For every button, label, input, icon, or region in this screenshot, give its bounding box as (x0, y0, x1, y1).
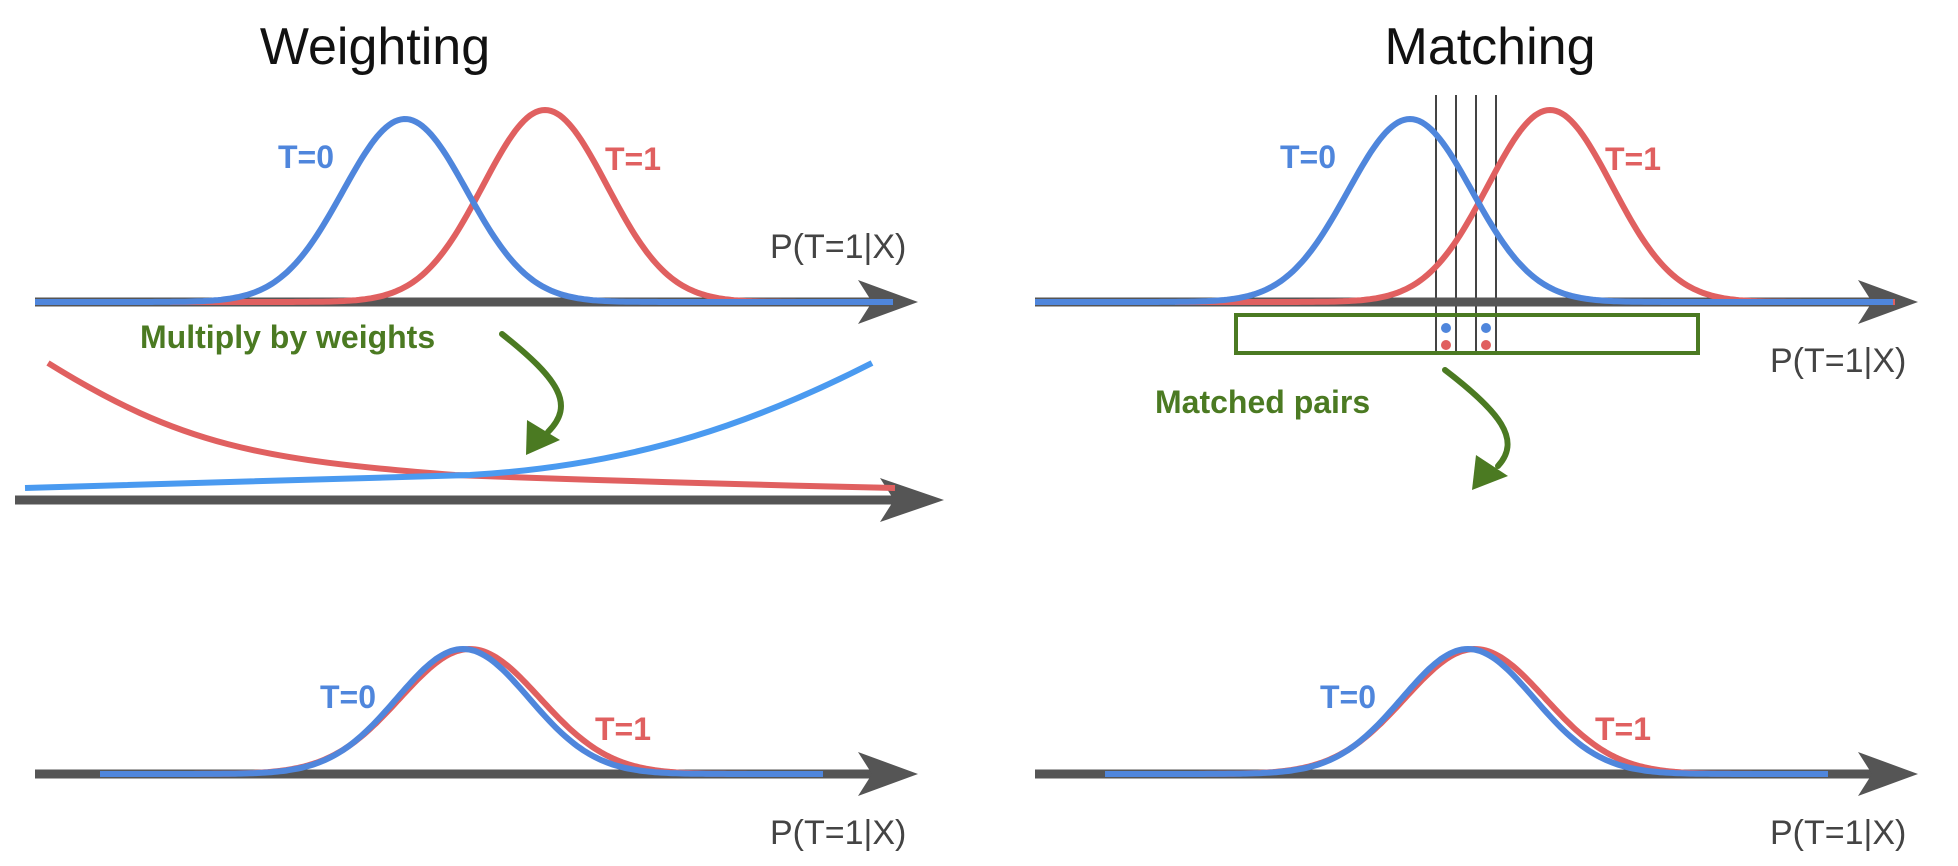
matching-bottom-t0-label: T=0 (1320, 679, 1376, 715)
curved-arrow-icon (499, 331, 564, 455)
weighting-panel: Weighting T=0 T=1 P(T=1|X) Multiply by w… (15, 18, 944, 852)
matching-top-axis-label: P(T=1|X) (1770, 342, 1906, 380)
weighting-top-axis-label: P(T=1|X) (770, 228, 906, 266)
matched-pairs-box (1234, 313, 1700, 355)
weighting-top-t0-curve (35, 115, 893, 305)
matching-top-t1-label: T=1 (1605, 141, 1661, 177)
weighting-bottom-t1-label: T=1 (595, 711, 651, 747)
weighting-bottom-t0-curve (100, 645, 823, 777)
matching-panel: Matching T=0 T=1 P(T=1|X) Matched pairs (1035, 18, 1918, 852)
weighting-bottom-t1-curve (100, 645, 823, 777)
weighting-bottom-axis-arrowhead (858, 752, 918, 796)
matched-dot-t1 (1441, 340, 1451, 350)
matching-annotation: Matched pairs (1155, 384, 1370, 420)
matching-bottom-t1-label: T=1 (1595, 711, 1651, 747)
matching-top-t0-curve (1035, 115, 1893, 305)
weighting-bottom-axis-label: P(T=1|X) (770, 814, 906, 852)
matching-title: Matching (1385, 18, 1596, 76)
matched-dot-t0 (1481, 323, 1491, 333)
matching-bottom-axis-label: P(T=1|X) (1770, 814, 1906, 852)
weighting-bottom-t0-label: T=0 (320, 679, 376, 715)
matched-dot-t0 (1441, 323, 1451, 333)
weighting-annotation: Multiply by weights (140, 319, 435, 355)
curved-arrow-icon (1442, 367, 1511, 490)
weighting-title: Weighting (260, 18, 490, 76)
matched-pair-dots (1441, 323, 1491, 350)
weighting-top-t1-label: T=1 (605, 141, 661, 177)
weighting-t1-weight-curve (46, 360, 896, 491)
matching-vertical-lines (1435, 95, 1497, 352)
matching-bottom-t1-curve (1105, 645, 1828, 777)
matching-bottom-t0-curve (1105, 645, 1828, 777)
weighting-top-t0-label: T=0 (278, 139, 334, 175)
matched-dot-t1 (1481, 340, 1491, 350)
matching-bottom-axis-arrowhead (1858, 752, 1918, 796)
matching-top-t0-label: T=0 (1280, 139, 1336, 175)
weighting-t0-weight-curve (24, 360, 874, 491)
weighting-middle-axis-arrowhead (880, 478, 944, 522)
